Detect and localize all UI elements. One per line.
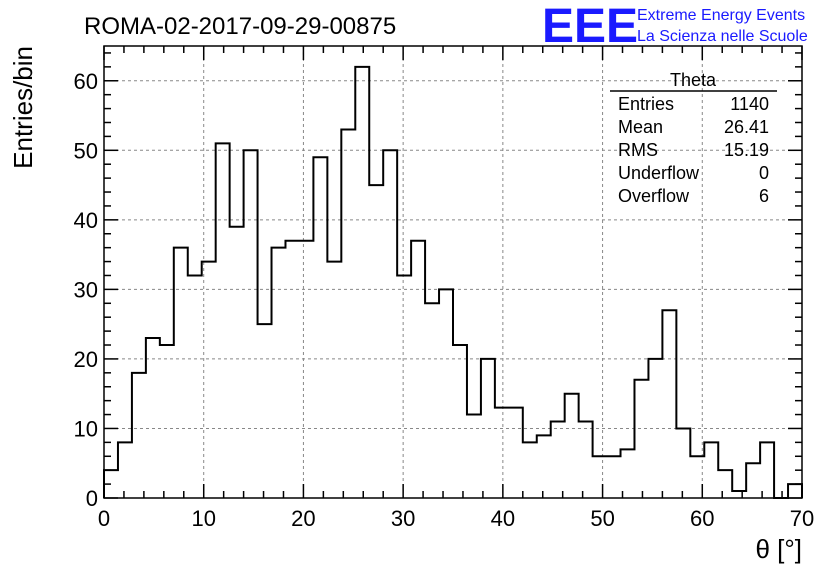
- x-tick-label: 0: [98, 506, 110, 531]
- stats-row-label: RMS: [618, 140, 658, 160]
- x-tick-label: 60: [690, 506, 714, 531]
- y-tick-label: 0: [86, 486, 98, 511]
- y-tick-label: 20: [74, 347, 98, 372]
- stats-box: Theta Entries 1140 Mean 26.41 RMS 15.19 Underf…: [610, 70, 777, 206]
- logo-line-2: La Scienza nelle Scuole: [637, 28, 808, 45]
- y-axis-label: Entries/bin: [8, 46, 38, 169]
- histogram-step-line: [103, 65, 803, 499]
- y-tick-label: 50: [74, 138, 98, 163]
- logo-text: EEE: [542, 0, 638, 53]
- x-tick-label: 30: [391, 506, 415, 531]
- y-tick-label: 60: [74, 69, 98, 94]
- stats-row-value: 26.41: [724, 117, 769, 137]
- x-tick-label: 20: [291, 506, 315, 531]
- y-tick-label: 10: [74, 416, 98, 441]
- stats-row-value: 15.19: [724, 140, 769, 160]
- stats-row-value: 1140: [730, 94, 769, 114]
- logo-line-1: Extreme Energy Events: [637, 7, 805, 24]
- eee-logo: EEE Extreme Energy Events La Scienza nel…: [542, 0, 808, 53]
- x-axis-label: θ [°]: [755, 534, 802, 564]
- stats-row-value: 6: [759, 186, 769, 206]
- x-tick-label: 70: [790, 506, 814, 531]
- stats-row-label: Entries: [618, 94, 674, 114]
- y-tick-label: 30: [74, 277, 98, 302]
- x-tick-label: 50: [590, 506, 614, 531]
- stats-title: Theta: [670, 70, 717, 90]
- x-tick-label: 40: [491, 506, 515, 531]
- axis-ticks: [103, 46, 803, 499]
- stats-row-value: 0: [759, 163, 769, 183]
- stats-row-label: Overflow: [618, 186, 690, 206]
- stats-row-label: Underflow: [618, 163, 700, 183]
- run-title: ROMA-02-2017-09-29-00875: [84, 13, 396, 40]
- stats-row-label: Mean: [618, 117, 663, 137]
- grid-lines: [104, 46, 802, 498]
- x-tick-label: 10: [191, 506, 215, 531]
- y-tick-label: 40: [74, 208, 98, 233]
- plot-frame: [103, 45, 803, 499]
